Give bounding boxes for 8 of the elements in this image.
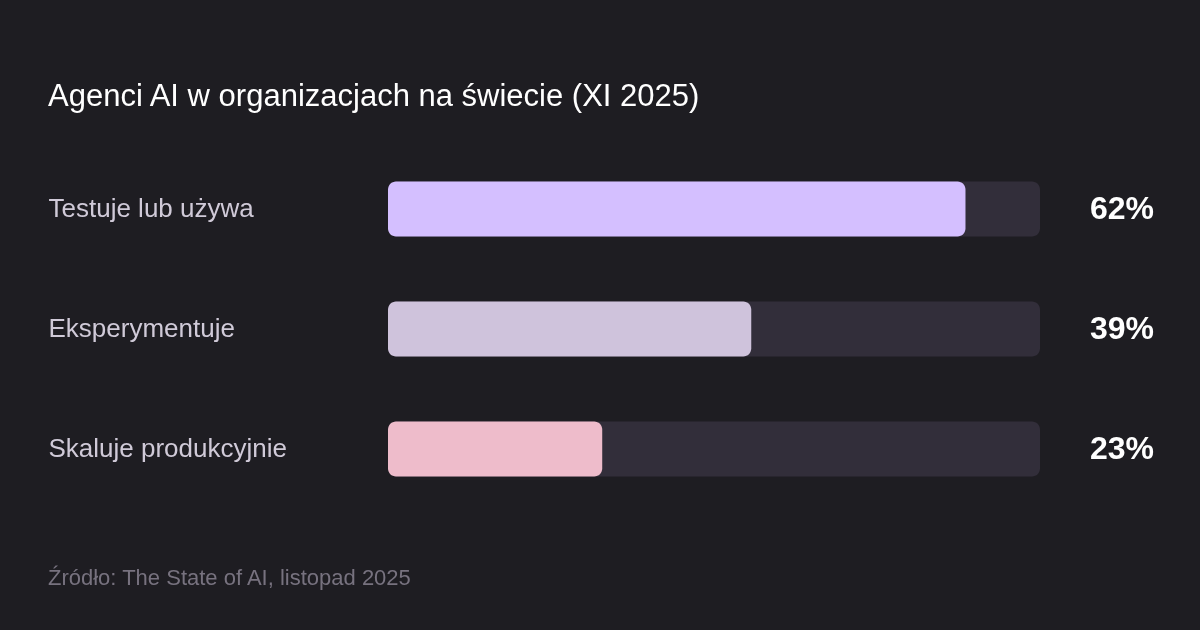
- data-label: 62%: [1090, 190, 1155, 226]
- y-tick-label: Testuje lub używa: [48, 193, 255, 223]
- text: Źródło: The State of AI, listopad 2025: [48, 565, 411, 590]
- data-label: 39%: [1090, 310, 1155, 346]
- chart-title: Agenci AI w organizacjach na świecie (XI 2025): [48, 78, 700, 113]
- y-tick-label: Skaluje produkcyjnie: [48, 433, 287, 463]
- y-tick-label: Eksperymentuje: [48, 313, 235, 343]
- data-label: 23%: [1090, 430, 1155, 466]
